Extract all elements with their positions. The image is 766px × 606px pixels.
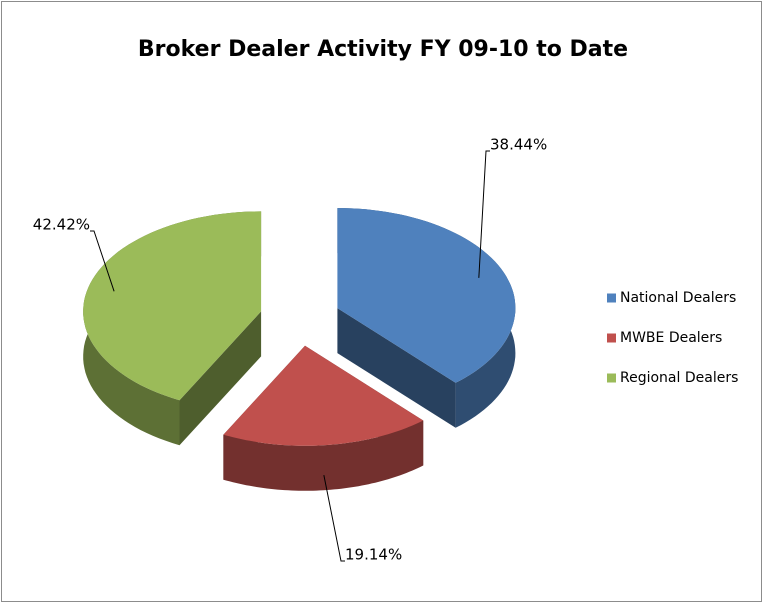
legend-label: MWBE Dealers xyxy=(620,330,722,346)
leader-line xyxy=(323,475,345,562)
slice xyxy=(337,208,516,383)
legend-swatch xyxy=(607,373,616,383)
data-label: 38.44% xyxy=(490,136,547,154)
slice-side xyxy=(179,311,262,446)
leader-line xyxy=(478,150,490,278)
slice-wall xyxy=(223,420,424,491)
legend-swatch xyxy=(607,293,616,303)
data-label: 42.42% xyxy=(33,216,90,234)
legend-label: National Dealers xyxy=(620,290,736,306)
slice xyxy=(223,345,424,446)
slice xyxy=(83,211,262,401)
chart-title: Broker Dealer Activity FY 09-10 to Date xyxy=(138,37,628,62)
leader-line xyxy=(90,230,115,292)
data-label: 19.14% xyxy=(345,546,402,564)
legend-label: Regional Dealers xyxy=(620,370,738,386)
slice-side xyxy=(337,308,456,428)
legend-swatch xyxy=(607,333,616,343)
